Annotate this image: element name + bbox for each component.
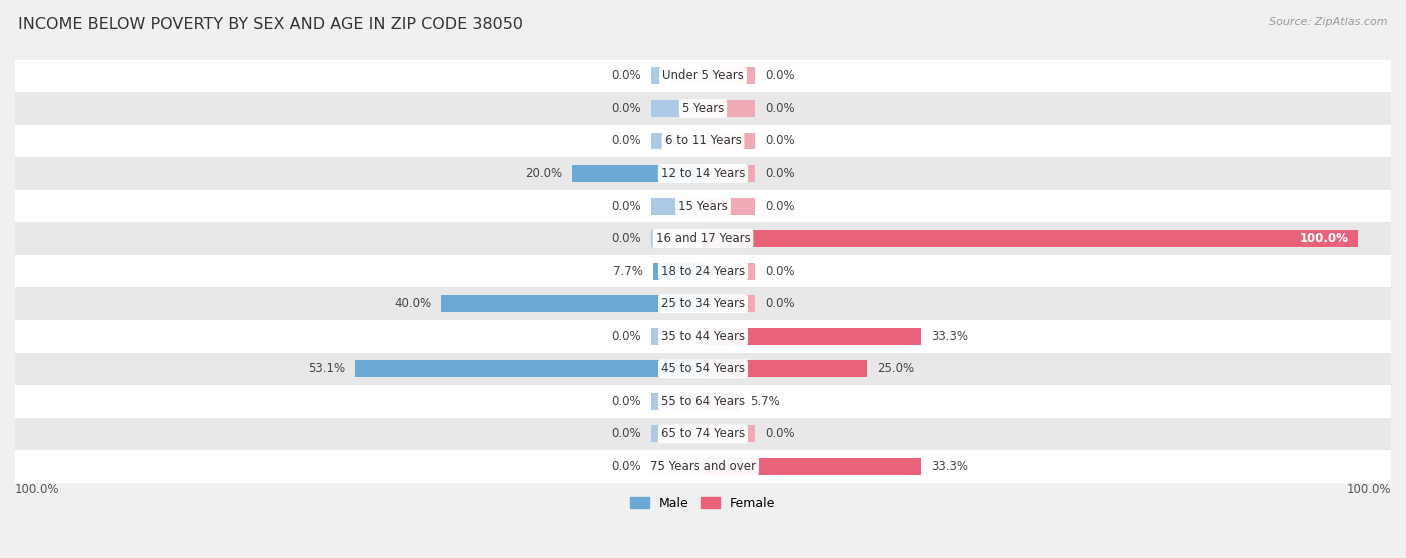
Text: 0.0%: 0.0% — [765, 264, 794, 278]
Text: 33.3%: 33.3% — [931, 460, 967, 473]
Bar — [0, 125, 1406, 157]
Bar — [0, 222, 1406, 255]
Text: 33.3%: 33.3% — [931, 330, 967, 343]
Text: 0.0%: 0.0% — [765, 134, 794, 147]
Bar — [703, 458, 921, 475]
Bar — [703, 263, 755, 280]
Text: Source: ZipAtlas.com: Source: ZipAtlas.com — [1270, 17, 1388, 27]
Bar — [651, 68, 703, 84]
Bar — [0, 255, 1406, 287]
Text: 0.0%: 0.0% — [765, 297, 794, 310]
Text: 15 Years: 15 Years — [678, 200, 728, 213]
Bar — [703, 68, 755, 84]
Bar — [651, 230, 703, 247]
Bar — [703, 328, 921, 345]
Bar — [0, 60, 1406, 92]
Text: 100.0%: 100.0% — [15, 483, 59, 496]
Text: 0.0%: 0.0% — [765, 427, 794, 440]
Bar — [703, 230, 1358, 247]
Text: 100.0%: 100.0% — [1347, 483, 1391, 496]
Bar — [651, 425, 703, 442]
Text: 20.0%: 20.0% — [524, 167, 562, 180]
Bar — [441, 295, 703, 312]
Text: 45 to 54 Years: 45 to 54 Years — [661, 362, 745, 376]
Text: 0.0%: 0.0% — [612, 427, 641, 440]
Bar — [703, 295, 755, 312]
Bar — [0, 353, 1406, 385]
Text: 0.0%: 0.0% — [765, 167, 794, 180]
Text: 16 and 17 Years: 16 and 17 Years — [655, 232, 751, 245]
Bar — [652, 263, 703, 280]
Text: INCOME BELOW POVERTY BY SEX AND AGE IN ZIP CODE 38050: INCOME BELOW POVERTY BY SEX AND AGE IN Z… — [18, 17, 523, 32]
Bar — [703, 100, 755, 117]
Bar — [651, 393, 703, 410]
Bar — [651, 458, 703, 475]
Text: 75 Years and over: 75 Years and over — [650, 460, 756, 473]
Bar — [0, 417, 1406, 450]
Text: 53.1%: 53.1% — [308, 362, 346, 376]
Bar — [0, 157, 1406, 190]
Bar — [651, 198, 703, 214]
Text: Under 5 Years: Under 5 Years — [662, 69, 744, 83]
Bar — [0, 385, 1406, 417]
Bar — [0, 190, 1406, 222]
Text: 0.0%: 0.0% — [765, 69, 794, 83]
Bar — [572, 165, 703, 182]
Text: 6 to 11 Years: 6 to 11 Years — [665, 134, 741, 147]
Text: 0.0%: 0.0% — [612, 69, 641, 83]
Text: 40.0%: 40.0% — [394, 297, 432, 310]
Bar — [0, 287, 1406, 320]
Legend: Male, Female: Male, Female — [626, 492, 780, 514]
Text: 0.0%: 0.0% — [765, 200, 794, 213]
Text: 0.0%: 0.0% — [612, 460, 641, 473]
Text: 0.0%: 0.0% — [612, 134, 641, 147]
Bar — [651, 133, 703, 150]
Text: 55 to 64 Years: 55 to 64 Years — [661, 395, 745, 408]
Text: 25.0%: 25.0% — [876, 362, 914, 376]
Text: 7.7%: 7.7% — [613, 264, 643, 278]
Text: 12 to 14 Years: 12 to 14 Years — [661, 167, 745, 180]
Bar — [651, 100, 703, 117]
Text: 18 to 24 Years: 18 to 24 Years — [661, 264, 745, 278]
Text: 65 to 74 Years: 65 to 74 Years — [661, 427, 745, 440]
Bar — [703, 198, 755, 214]
Text: 0.0%: 0.0% — [612, 232, 641, 245]
Text: 100.0%: 100.0% — [1299, 232, 1348, 245]
Bar — [703, 393, 741, 410]
Text: 5.7%: 5.7% — [751, 395, 780, 408]
Text: 0.0%: 0.0% — [612, 330, 641, 343]
Bar — [651, 328, 703, 345]
Text: 0.0%: 0.0% — [612, 102, 641, 115]
Bar — [703, 425, 755, 442]
Text: 0.0%: 0.0% — [765, 102, 794, 115]
Bar — [0, 320, 1406, 353]
Text: 25 to 34 Years: 25 to 34 Years — [661, 297, 745, 310]
Bar — [703, 133, 755, 150]
Text: 35 to 44 Years: 35 to 44 Years — [661, 330, 745, 343]
Text: 5 Years: 5 Years — [682, 102, 724, 115]
Bar — [356, 360, 703, 377]
Text: 0.0%: 0.0% — [612, 200, 641, 213]
Bar — [703, 165, 755, 182]
Bar — [703, 360, 868, 377]
Text: 0.0%: 0.0% — [612, 395, 641, 408]
Bar — [0, 92, 1406, 125]
Bar — [0, 450, 1406, 483]
